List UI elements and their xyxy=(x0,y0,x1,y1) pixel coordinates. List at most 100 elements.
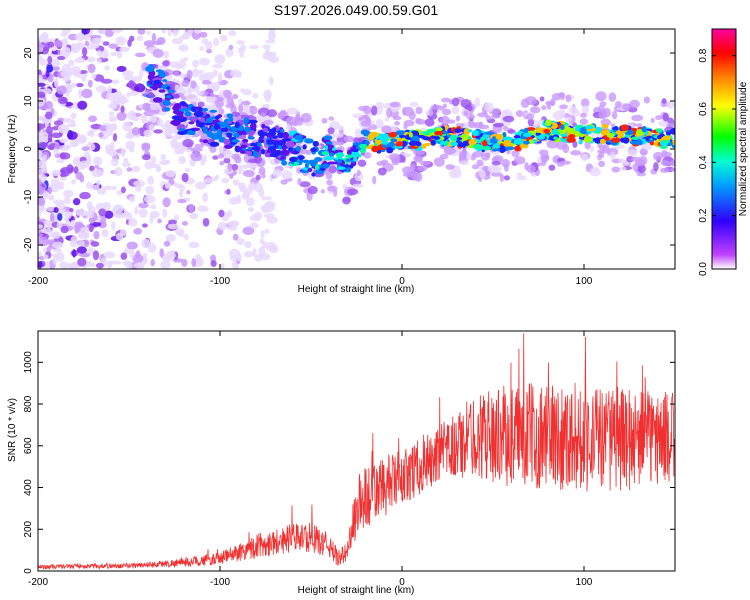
spectrogram-cell xyxy=(162,208,168,218)
spectrogram-cell xyxy=(271,135,278,139)
spectrogram-cell xyxy=(38,197,46,207)
spectrogram-cell xyxy=(116,50,123,59)
spectrogram-cell xyxy=(89,165,95,172)
spectrogram-cell xyxy=(141,143,151,152)
spectrogram-cell xyxy=(352,113,363,119)
spectrogram-cell xyxy=(213,37,220,47)
spectrogram-cell xyxy=(656,135,662,140)
spectrogram-cell xyxy=(98,29,107,34)
spectrogram-cell xyxy=(482,166,489,171)
spectrogram-cell xyxy=(665,131,672,136)
spectrogram-cell xyxy=(104,29,115,38)
spectrogram-cell xyxy=(449,134,459,142)
spectrogram-cell xyxy=(395,141,404,147)
spectrogram-cell xyxy=(325,141,333,145)
spectrogram-cell xyxy=(60,69,73,78)
spectrogram-cell xyxy=(161,124,171,130)
spectrogram-cell xyxy=(116,65,127,73)
spectrogram-cell xyxy=(347,188,359,196)
spectrogram-cell xyxy=(110,51,118,57)
spectrogram-cell xyxy=(191,106,197,113)
spectrogram-cell xyxy=(149,102,160,111)
spectrogram-cell xyxy=(440,115,450,125)
spectrogram-cell xyxy=(381,125,392,134)
spectrogram-cell xyxy=(629,140,637,145)
spectrogram-cell xyxy=(389,153,401,162)
spectrogram-cell xyxy=(167,89,175,94)
spectrogram-cell xyxy=(384,117,390,122)
spectrogram-cell xyxy=(228,44,234,50)
spectrogram-cell xyxy=(75,32,86,42)
spectrogram-cell xyxy=(281,170,293,180)
spectrogram-cell xyxy=(43,39,48,44)
snr-xtick-label: -200 xyxy=(28,577,48,588)
spectrogram-cell xyxy=(49,212,55,222)
spectrogram-cell xyxy=(209,145,217,153)
spectrogram-cell xyxy=(336,141,344,146)
spectrogram-cell xyxy=(240,144,248,149)
spectrogram-cell xyxy=(188,121,195,125)
spectrogram-xtick-label: -100 xyxy=(210,276,230,287)
spectrogram-cell xyxy=(128,217,138,227)
spectrogram-cell xyxy=(268,244,279,254)
spectrogram-cell xyxy=(631,114,644,122)
spectrogram-cell xyxy=(104,65,110,71)
spectrogram-cell xyxy=(539,96,545,102)
spectrogram-cell xyxy=(53,77,59,88)
spectrogram-cell xyxy=(123,248,131,255)
spectrogram-cell xyxy=(177,198,187,204)
spectrogram-cell xyxy=(143,129,153,138)
spectrogram-cell xyxy=(442,130,448,135)
spectrogram-cell xyxy=(171,38,184,45)
spectrogram-cell xyxy=(70,219,76,228)
spectrogram-cell xyxy=(108,115,117,123)
spectrogram-cell xyxy=(202,139,209,144)
spectrogram-cell xyxy=(189,97,201,103)
spectrogram-cell xyxy=(537,156,542,164)
spectrogram-cell xyxy=(91,73,97,79)
spectrogram-cell xyxy=(124,213,133,220)
spectrogram-cell xyxy=(190,80,197,89)
spectrogram-cell xyxy=(460,160,470,166)
spectrogram-cell xyxy=(566,137,576,143)
spectrogram-cell xyxy=(227,221,237,227)
spectrogram-cell xyxy=(565,94,572,103)
spectrogram-cell xyxy=(165,94,172,99)
spectrogram-cell xyxy=(65,83,72,89)
spectrogram-cell xyxy=(284,137,292,142)
spectrogram-cell xyxy=(390,138,398,143)
spectrogram-cell xyxy=(302,159,310,164)
spectrogram-cell xyxy=(85,181,93,189)
spectrogram-cell xyxy=(257,107,270,117)
spectrogram-cell xyxy=(188,241,200,249)
spectrogram-cell xyxy=(649,141,655,146)
snr-xtick-label: -100 xyxy=(210,577,230,588)
spectrogram-cell xyxy=(150,163,160,169)
spectrogram-cell xyxy=(105,92,115,101)
spectrogram-cell xyxy=(189,212,199,219)
spectrogram-cell xyxy=(662,112,670,122)
spectrogram-cell xyxy=(110,158,119,167)
spectrogram-cell xyxy=(358,143,368,149)
spectrogram-cell xyxy=(57,96,68,105)
spectrogram-cell xyxy=(141,223,148,228)
spectrogram-cell xyxy=(239,44,246,53)
spectrogram-cell xyxy=(210,92,215,98)
spectrogram-cell xyxy=(76,82,84,88)
spectrogram-cell xyxy=(134,52,146,58)
spectrogram-cell xyxy=(598,160,606,168)
spectrogram-cell xyxy=(86,56,96,63)
spectrogram-cell xyxy=(213,123,221,130)
spectrogram-cell xyxy=(119,95,126,106)
spectrogram-cell xyxy=(242,226,255,236)
figure-title: S197.2026.049.00.59.G01 xyxy=(274,2,438,18)
spectrogram-cell xyxy=(338,125,344,131)
spectrogram-cell xyxy=(174,71,179,77)
spectrogram-cell xyxy=(203,127,208,134)
spectrogram-cell xyxy=(199,138,204,143)
colorbar-tick-label: 0.2 xyxy=(698,208,709,222)
spectrogram-cell xyxy=(64,47,71,57)
spectrogram-cell xyxy=(635,139,644,146)
spectrogram-cell xyxy=(38,210,42,218)
